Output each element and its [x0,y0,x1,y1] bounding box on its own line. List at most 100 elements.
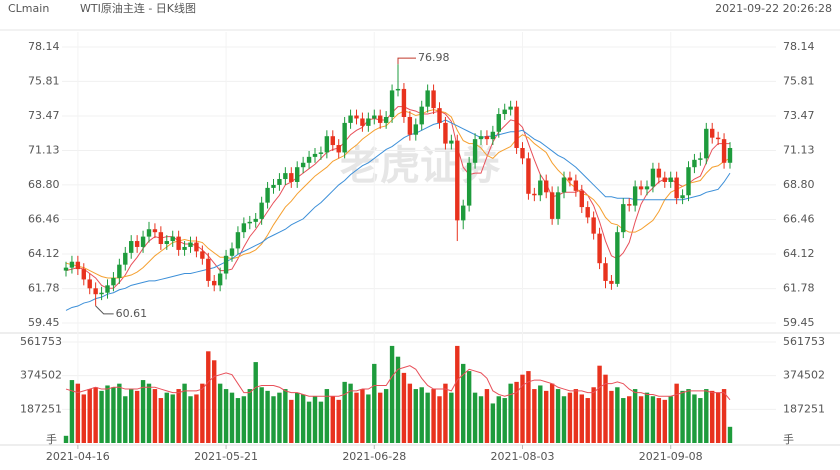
y-tick-label: 75.81 [28,74,60,87]
candle-body [81,269,86,280]
volume-bar [176,389,181,443]
volume-bar [437,396,442,443]
moving-average [65,106,730,289]
candle-body [627,204,632,206]
volume-bar [271,396,276,443]
volume-bar [295,392,300,443]
volume-bar [289,399,294,443]
candle-body [241,223,247,233]
volume-bar [597,365,602,443]
volume-bar [692,394,697,443]
high-leader [397,57,416,65]
candle-body [140,236,146,247]
candle-body [75,261,81,270]
candle-body [283,173,288,180]
volume-bar [585,398,590,443]
volume-bar [300,394,306,443]
volume-bar [75,383,81,443]
volume-bar [644,392,650,443]
candle-body [632,186,638,206]
y-tick-label: 71.13 [28,144,60,157]
candle-body [715,137,721,140]
volume-bar [603,374,608,443]
volume-bar [318,401,324,443]
volume-bar [140,380,146,443]
candle-body [259,202,264,219]
candle-body [318,152,324,154]
volume-bar [383,389,389,443]
candle-body [508,106,513,110]
candle-body [188,242,193,247]
y-tick-label: 68.80 [28,178,60,191]
volume-bar [123,396,128,443]
candle-body [129,241,134,253]
volume-bar [514,381,519,443]
candle-body [603,263,608,281]
volume-bar [117,383,122,443]
candle-body [295,167,300,182]
volume-bar [134,390,140,443]
candle-body [455,140,460,221]
y-tick-label-right: 73.47 [783,109,815,122]
volume-bar [105,385,110,443]
candle-body [674,177,679,199]
volume-bar [366,394,371,443]
candle-body [354,115,359,119]
candle-body [342,122,347,153]
x-tick-label: 2021-04-16 [46,450,110,463]
volume-bar [395,356,401,443]
volume-bar [615,387,620,443]
volume-bar [461,363,466,443]
volume-bar [330,396,335,443]
volume-bar [378,392,383,443]
volume-bar [401,372,407,443]
candle-body [461,205,466,221]
candle-body [526,158,531,194]
candle-body [407,116,413,135]
candle-body [360,118,365,126]
candle-body [431,90,436,109]
volume-bar [87,389,92,443]
candle-body [621,204,626,233]
volume-bar [650,396,656,443]
candle-body [229,248,235,256]
candle-body [170,236,175,242]
volume-bar [354,392,359,443]
candle-body [591,217,596,234]
candle-body [253,218,258,222]
candle-body [449,140,454,144]
y-tick-label-right: 68.80 [783,178,815,191]
y-tick-label: 61.78 [28,282,60,295]
candle-body [692,159,697,168]
candle-body [478,136,484,140]
volume-bar [538,385,543,443]
candle-body [312,153,318,157]
x-tick-label: 2021-05-21 [194,450,258,463]
x-tick-label: 2021-08-03 [491,450,555,463]
candle-body [324,136,330,153]
candle-body [555,192,561,219]
volume-bar [715,392,721,443]
volume-bar [621,398,626,443]
volume-bar [567,392,573,443]
low-annotation: 60.61 [116,307,147,320]
y-tick-label: 64.12 [28,247,60,260]
volume-bar [490,403,496,443]
volume-bar [217,383,223,443]
volume-bar [235,398,241,443]
high-annotation: 76.98 [418,51,450,64]
symbol: CLmain [8,2,49,15]
volume-bar [81,394,86,443]
candle-body [146,229,152,237]
candle-body [419,106,424,125]
volume-moving-average [65,365,731,401]
candle-body [615,232,620,284]
y-tick-label-right: 75.81 [783,74,815,87]
volume-bar [544,390,549,443]
volume-bar [466,371,472,443]
volume-tick-label: 187251 [20,402,62,415]
candle-body [549,192,555,219]
chart-title: WTI原油主连 - 日K线图 [80,1,196,15]
volume-bar [549,383,555,443]
